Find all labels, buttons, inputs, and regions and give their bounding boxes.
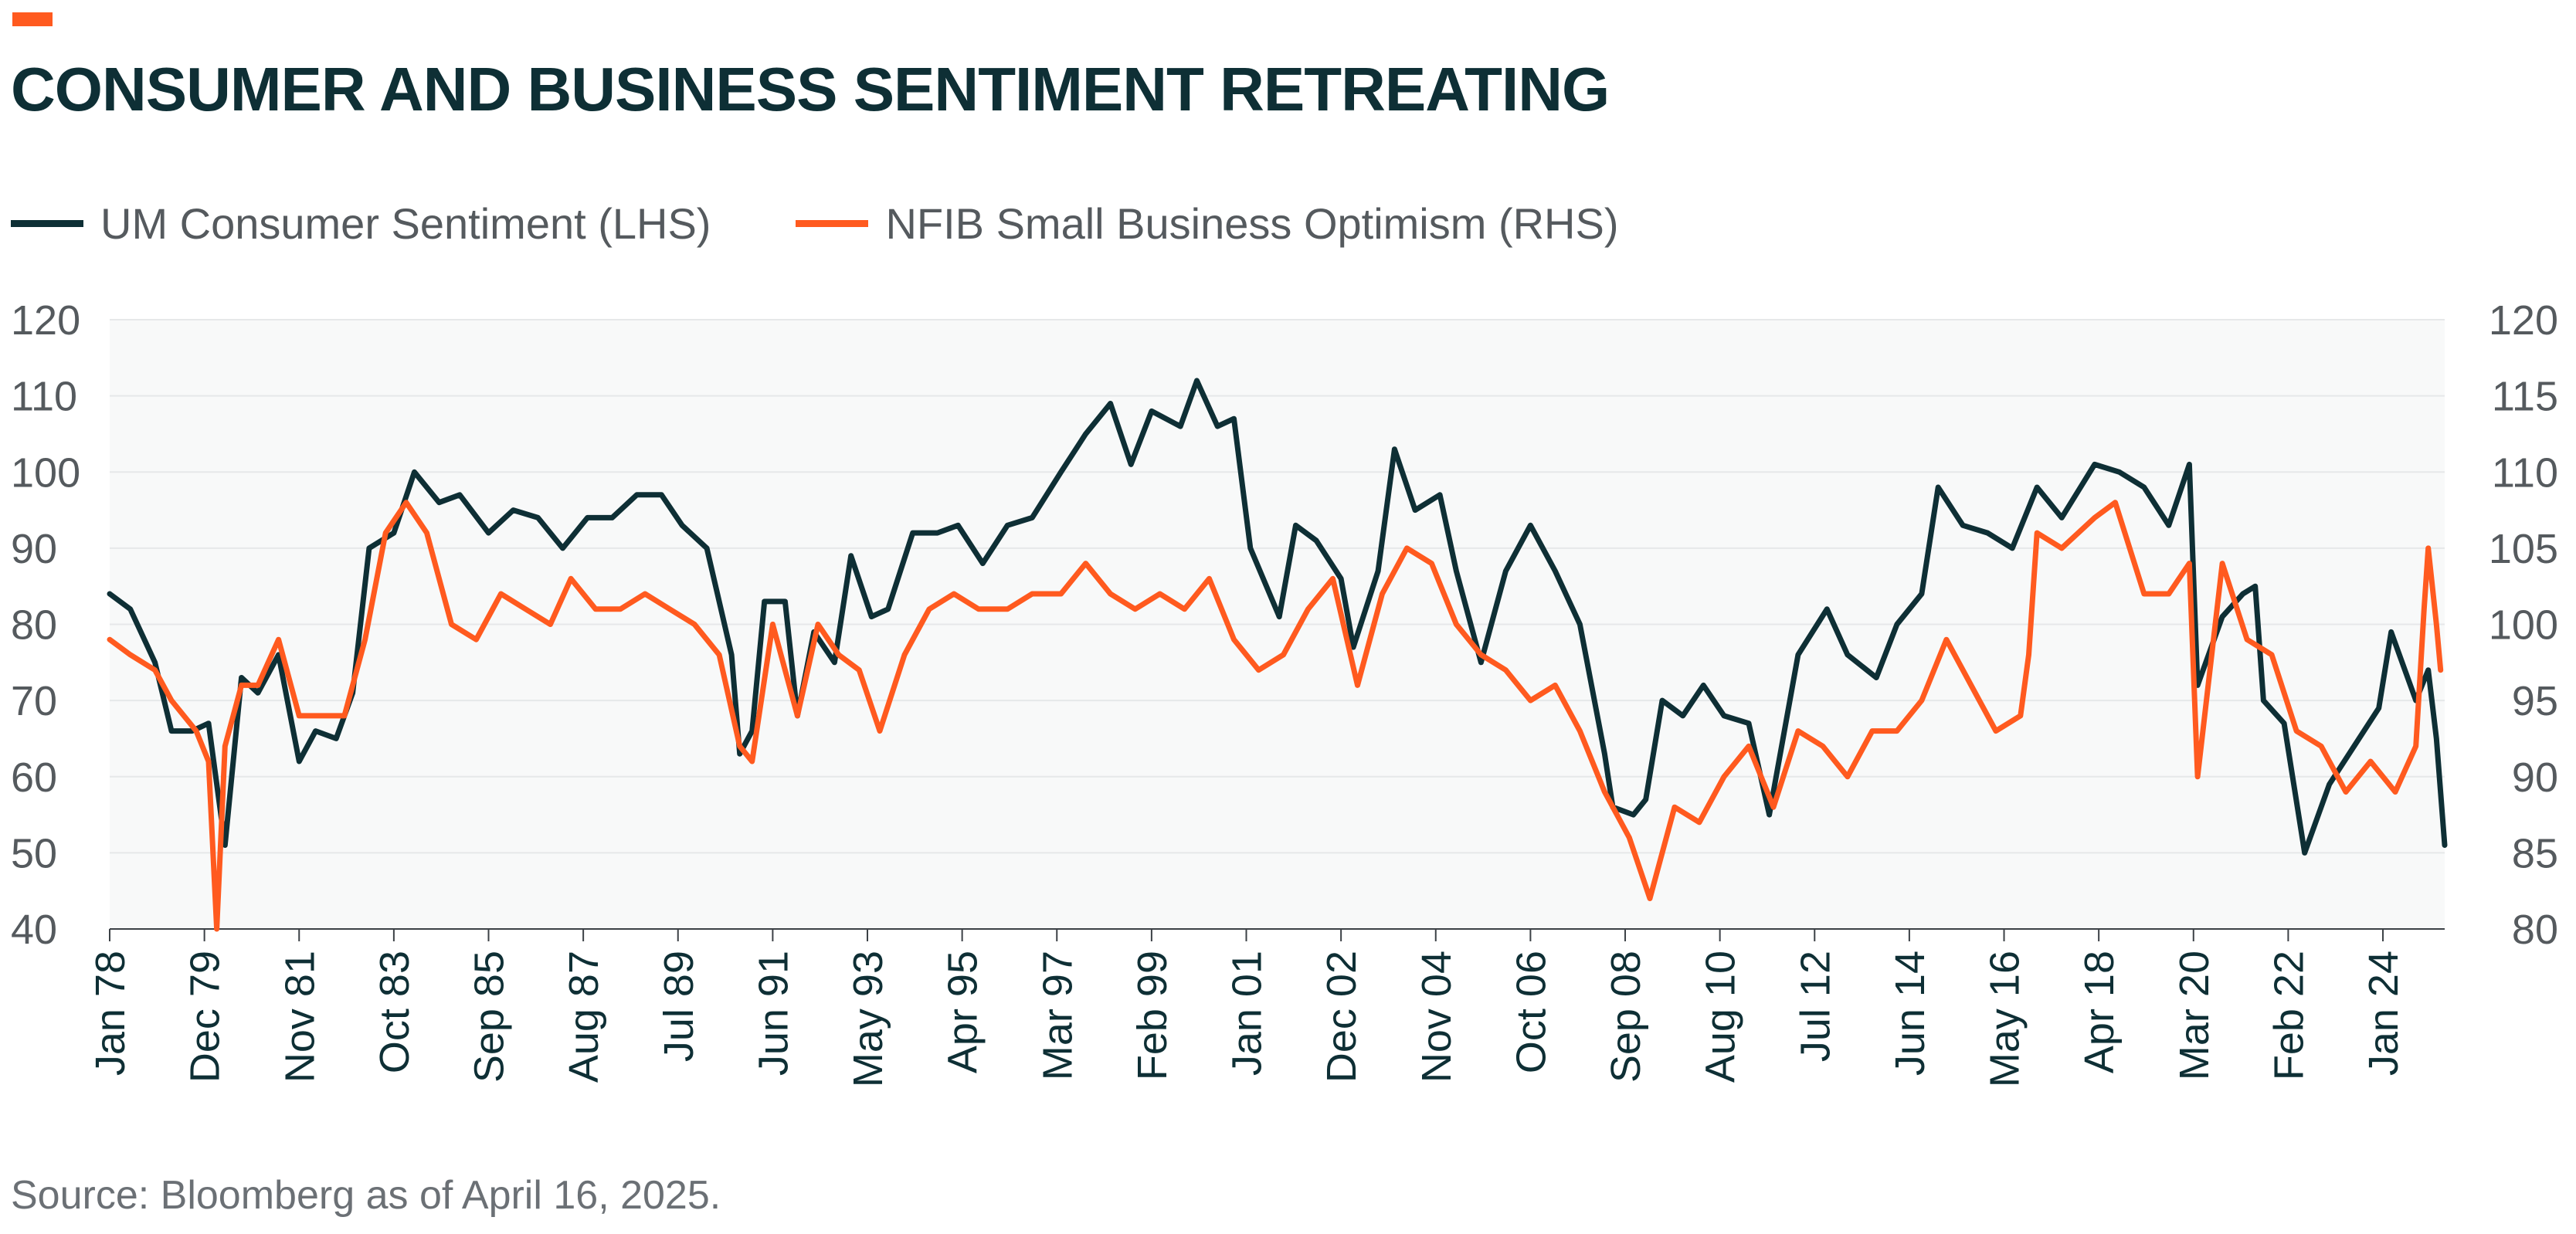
left-axis-tick-label: 100 (11, 449, 80, 496)
left-axis-tick-label: 40 (11, 907, 57, 953)
legend-label-consumer-sentiment: UM Consumer Sentiment (LHS) (100, 198, 711, 248)
series-line-small-business-optimism (107, 500, 2444, 932)
x-axis-tick-label: Jan 78 (87, 951, 134, 1076)
x-axis-tick-label: Mar 97 (1034, 951, 1081, 1080)
x-axis-tick-label: Jun 14 (1887, 951, 1933, 1076)
chart-legend: UM Consumer Sentiment (LHS) NFIB Small B… (11, 196, 1703, 250)
legend-swatch-small-business-optimism (796, 219, 869, 227)
x-axis-tick-label: May 93 (845, 951, 891, 1087)
x-axis-tick-label: Dec 79 (182, 951, 229, 1083)
x-axis-tick-label: Mar 20 (2171, 951, 2218, 1080)
left-axis-tick-label: 50 (11, 830, 57, 876)
legend-item-consumer-sentiment: UM Consumer Sentiment (LHS) (11, 198, 711, 249)
x-axis-tick-label: Nov 81 (277, 951, 323, 1083)
line-chart: 40 50 60 70 80 90 100 110 120 80 85 90 95 100 105 110 11… (11, 297, 2558, 1087)
left-axis-tick-label: 110 (11, 374, 77, 420)
x-axis-tick-label: Apr 95 (940, 951, 986, 1073)
x-axis-tick-label: Feb 99 (1129, 951, 1176, 1080)
x-axis-tick-label: Sep 08 (1603, 951, 1649, 1083)
x-axis-tick-label: Jun 91 (750, 951, 796, 1076)
series-line-consumer-sentiment (107, 378, 2448, 856)
x-axis-tick-label: Jul 89 (656, 951, 702, 1062)
legend-swatch-consumer-sentiment (11, 219, 83, 227)
source-note: Source: Bloomberg as of April 16, 2025. (11, 1173, 721, 1218)
x-axis-tick-label: Feb 22 (2265, 951, 2312, 1080)
x-axis-tick-label: Aug 87 (561, 951, 607, 1083)
right-axis-tick-label: 95 (2512, 678, 2558, 724)
x-axis-tick-label: Oct 06 (1508, 951, 1554, 1073)
x-axis-tick-label: Jan 01 (1224, 951, 1271, 1076)
right-axis-tick-label: 120 (2489, 297, 2558, 344)
left-axis-tick-label: 80 (11, 602, 57, 649)
right-axis-tick-label: 90 (2512, 754, 2558, 801)
legend-label-small-business-optimism: NFIB Small Business Optimism (RHS) (885, 198, 1619, 248)
right-axis-tick-label: 115 (2492, 374, 2558, 420)
left-axis-tick-label: 120 (11, 297, 80, 344)
x-axis-tick-label: Sep 85 (467, 951, 513, 1083)
x-axis-tick-label: Jan 24 (2360, 951, 2407, 1076)
x-axis-tick-label: May 16 (1982, 951, 2028, 1087)
x-axis-tick-label: Jul 12 (1792, 951, 1838, 1062)
x-axis-tick-label: Nov 04 (1414, 951, 1460, 1083)
right-axis-tick-label: 100 (2489, 602, 2558, 649)
right-axis-tick-label: 105 (2489, 526, 2558, 572)
left-axis-tick-label: 60 (11, 754, 57, 801)
chart-title: CONSUMER AND BUSINESS SENTIMENT RETREATI… (11, 55, 1610, 124)
left-axis-tick-label: 70 (11, 678, 57, 724)
x-axis-tick-label: Aug 10 (1698, 951, 1744, 1083)
right-axis-tick-label: 80 (2512, 907, 2558, 953)
x-axis-tick-label: Oct 83 (372, 951, 418, 1073)
legend-item-small-business-optimism: NFIB Small Business Optimism (RHS) (796, 198, 1618, 249)
x-axis-tick-label: Apr 18 (2076, 951, 2123, 1073)
left-axis-tick-label: 90 (11, 526, 57, 572)
right-axis-tick-label: 85 (2512, 830, 2558, 876)
right-axis-tick-label: 110 (2492, 449, 2558, 496)
title-accent-bar (12, 12, 53, 26)
x-axis-tick-label: Dec 02 (1319, 951, 1365, 1083)
